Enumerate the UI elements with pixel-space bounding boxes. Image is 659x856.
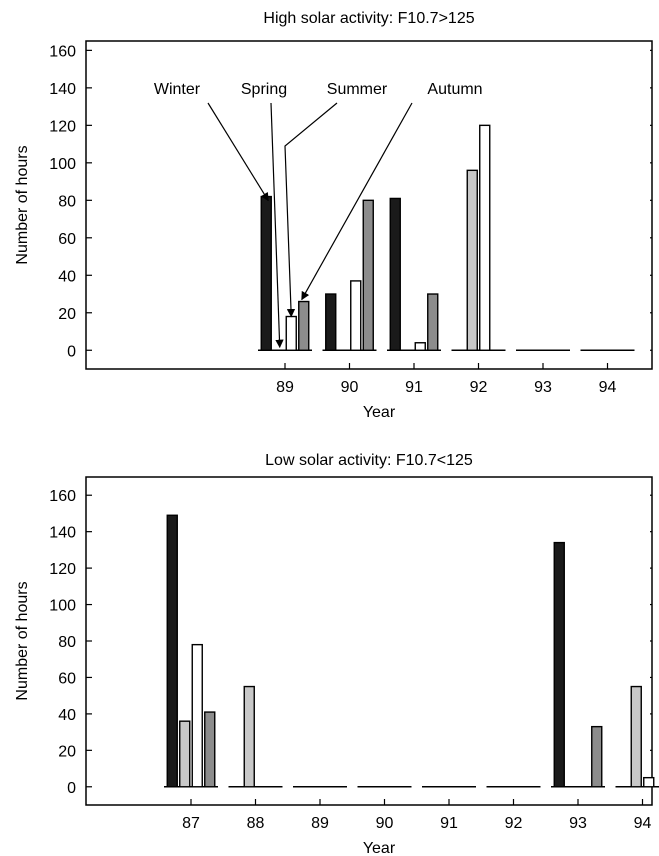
bar-winter-89	[260, 195, 272, 351]
bar-spring-87	[179, 720, 191, 788]
y-tick-label: 160	[49, 488, 76, 505]
x-tick-label: 90	[341, 379, 359, 396]
y-tick-label: 40	[58, 268, 76, 285]
chart-title: Low solar activity: F10.7<125	[265, 452, 473, 469]
y-tick-label: 120	[49, 561, 76, 578]
annotation-arrow-winter	[207, 102, 269, 202]
y-tick-label: 60	[58, 670, 76, 687]
x-axis-label: Year	[363, 840, 396, 856]
bar-spring-92	[466, 169, 478, 351]
plot-frame	[85, 40, 653, 370]
x-tick-label: 93	[534, 379, 552, 396]
bar-winter-93	[553, 541, 565, 788]
x-tick-label: 94	[599, 379, 617, 396]
x-tick-label: 92	[470, 379, 488, 396]
x-tick-label: 91	[405, 379, 423, 396]
y-tick-label: 20	[58, 306, 76, 323]
bar-summer-89	[285, 315, 297, 351]
y-axis-label: Number of hours	[14, 145, 31, 264]
bar-winter-90	[325, 293, 337, 351]
bar-summer-90	[350, 280, 362, 351]
x-tick-label: 89	[276, 379, 294, 396]
bar-summer-92	[479, 124, 491, 351]
bar-summer-91	[414, 342, 426, 351]
bar-autumn-91	[427, 293, 439, 351]
y-tick-label: 0	[67, 780, 76, 797]
bar-summer-94	[643, 776, 655, 788]
chart-high-solar-activity: High solar activity: F10.7>125 0 20 40 60 80 1…	[14, 10, 653, 421]
bar-winter-87	[166, 514, 178, 788]
x-tick-label: 93	[569, 815, 587, 832]
annotation-arrow-autumn	[301, 102, 413, 301]
y-tick-label: 100	[49, 156, 76, 173]
y-tick-label: 120	[49, 118, 76, 135]
x-axis-label: Year	[363, 404, 396, 421]
x-tick-label: 88	[247, 815, 265, 832]
chart-title: High solar activity: F10.7>125	[263, 10, 474, 27]
y-tick-label: 0	[67, 343, 76, 360]
y-tick-label: 20	[58, 743, 76, 760]
y-tick-label: 60	[58, 231, 76, 248]
bar-autumn-89	[298, 300, 310, 351]
x-tick-label: 91	[440, 815, 458, 832]
y-tick-label: 80	[58, 634, 76, 651]
y-tick-label: 140	[49, 525, 76, 542]
annotation-winter: Winter	[154, 81, 201, 98]
annotation-summer: Summer	[327, 81, 388, 98]
bar-winter-91	[389, 197, 401, 351]
x-tick-label: 94	[634, 815, 652, 832]
x-tick-label: 92	[505, 815, 523, 832]
y-tick-label: 80	[58, 193, 76, 210]
y-tick-label: 140	[49, 81, 76, 98]
x-tick-label: 90	[376, 815, 394, 832]
y-tick-label: 100	[49, 598, 76, 615]
annotation-autumn: Autumn	[427, 81, 482, 98]
annotation-spring: Spring	[241, 81, 287, 98]
y-axis-label: Number of hours	[14, 581, 31, 700]
chart-low-solar-activity: Low solar activity: F10.7<125 0 20 40 60 80 10…	[14, 452, 659, 856]
bar-autumn-90	[362, 199, 374, 351]
bar-autumn-87	[204, 711, 216, 788]
bar-spring-88	[243, 685, 255, 788]
bar-summer-87	[191, 643, 203, 788]
annotation-arrow-summer	[284, 102, 338, 318]
y-tick-label: 160	[49, 43, 76, 60]
y-tick-label: 40	[58, 707, 76, 724]
bar-spring-94	[630, 685, 642, 788]
x-tick-label: 89	[311, 815, 329, 832]
bar-autumn-93	[591, 725, 603, 788]
x-tick-label: 87	[182, 815, 200, 832]
annotation-arrow-spring	[270, 102, 284, 349]
